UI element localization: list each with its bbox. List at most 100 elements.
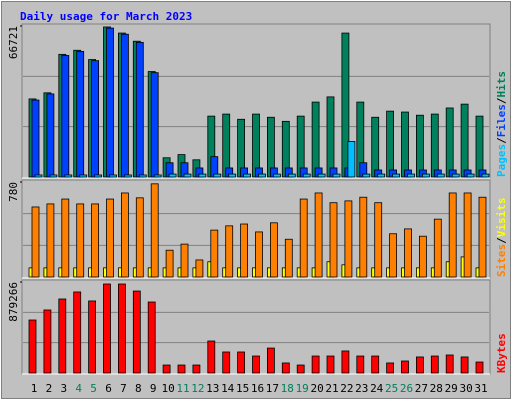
bar <box>344 200 353 278</box>
bar <box>475 115 484 178</box>
bar <box>106 27 114 178</box>
x-tick-label: 20 <box>310 382 323 395</box>
bar <box>311 101 320 178</box>
x-tick-label: 26 <box>400 382 413 395</box>
bar <box>258 173 266 178</box>
bar <box>124 174 132 178</box>
bar <box>88 300 96 374</box>
bar <box>31 206 40 278</box>
bar <box>225 225 234 278</box>
bar <box>374 202 383 278</box>
bar <box>389 233 398 278</box>
bar <box>296 364 305 374</box>
x-tick-label: 16 <box>251 382 264 395</box>
bar <box>314 192 323 278</box>
y-tick-label: 66721 <box>7 26 20 59</box>
bar <box>415 114 424 178</box>
x-tick-label: 11 <box>176 382 189 395</box>
legend: Sites/Visits <box>495 198 508 278</box>
bar <box>356 355 365 374</box>
bar <box>28 319 37 374</box>
bar <box>332 173 341 178</box>
bar <box>436 173 445 178</box>
x-tick-label: 28 <box>430 382 443 395</box>
bar <box>150 72 159 178</box>
bar <box>165 249 174 278</box>
bar <box>359 196 368 278</box>
bar <box>195 259 204 278</box>
x-tick-label: 6 <box>105 382 112 395</box>
bar <box>243 173 252 178</box>
x-tick-label: 12 <box>191 382 204 395</box>
bar <box>326 355 335 374</box>
bar <box>284 238 293 278</box>
bar <box>252 355 260 374</box>
x-tick-label: 14 <box>221 382 235 395</box>
bar <box>407 173 415 178</box>
legend-entry: KBytes <box>495 333 508 373</box>
bar <box>371 355 380 374</box>
bar <box>460 356 469 374</box>
bar <box>31 99 40 178</box>
x-tick-label: 30 <box>459 382 472 395</box>
bar <box>329 202 338 278</box>
legend-entry: Hits <box>495 71 508 98</box>
y-tick-label: 879266 <box>7 282 20 322</box>
bar <box>299 198 308 278</box>
bar <box>198 173 207 178</box>
bar <box>240 223 249 278</box>
bar <box>46 93 55 178</box>
x-tick-label: 1 <box>31 382 38 395</box>
x-tick-label: 27 <box>415 382 428 395</box>
x-tick-label: 22 <box>340 382 353 395</box>
bar <box>121 192 129 278</box>
x-tick-label: 17 <box>266 382 279 395</box>
bar <box>463 192 472 278</box>
legend-separator: / <box>495 137 508 144</box>
y-tick-label: 780 <box>7 182 20 202</box>
bar <box>183 173 192 178</box>
bar <box>135 41 144 178</box>
bar <box>109 174 117 178</box>
bar <box>76 50 85 178</box>
bar <box>401 360 409 374</box>
bar <box>213 173 222 178</box>
bar <box>228 173 237 178</box>
bar <box>162 364 171 374</box>
bar <box>401 111 409 178</box>
bar <box>103 283 111 374</box>
bar <box>347 141 356 178</box>
legend-entry: Visits <box>495 198 508 238</box>
bar <box>269 222 278 278</box>
x-tick-label: 25 <box>385 382 398 395</box>
bar <box>106 198 114 278</box>
bar <box>118 283 126 374</box>
bar <box>61 55 70 178</box>
bar <box>168 173 177 178</box>
bar <box>421 173 430 178</box>
bar <box>34 174 43 178</box>
bar <box>386 362 395 374</box>
bar <box>445 354 454 374</box>
bar <box>94 174 102 178</box>
x-tick-label: 10 <box>161 382 174 395</box>
bar <box>237 351 246 374</box>
bar <box>210 229 219 278</box>
bar <box>138 174 147 178</box>
x-tick-label: 18 <box>281 382 294 395</box>
bar <box>475 361 484 374</box>
bar <box>79 174 88 178</box>
bar <box>430 355 439 374</box>
x-tick-label: 7 <box>120 382 127 395</box>
x-tick-label: 24 <box>370 382 384 395</box>
bar <box>341 350 350 374</box>
bar <box>255 231 263 278</box>
x-tick-label: 3 <box>60 382 67 395</box>
x-tick-label: 8 <box>135 382 142 395</box>
bar <box>430 113 439 178</box>
bar <box>64 174 73 178</box>
bar <box>448 192 457 278</box>
legend-separator: / <box>495 237 508 244</box>
